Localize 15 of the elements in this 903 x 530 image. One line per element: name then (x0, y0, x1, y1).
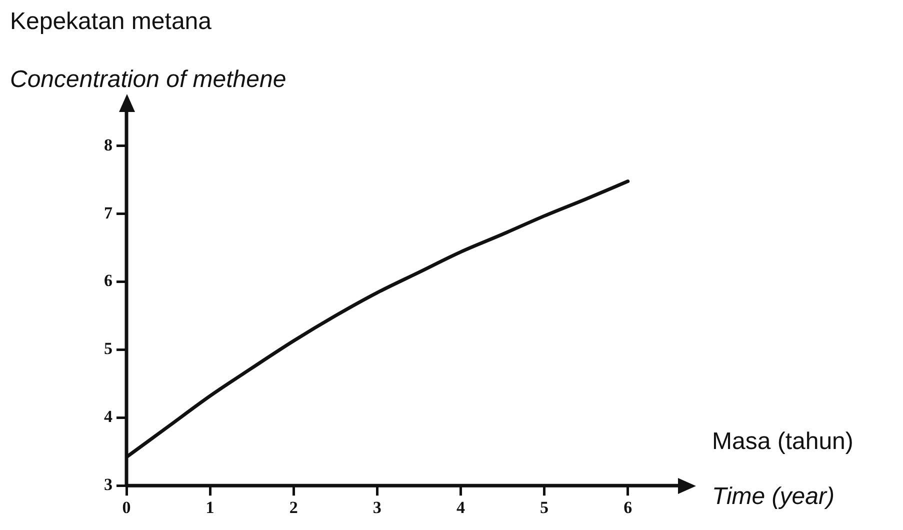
y-tick-label: 3 (104, 474, 112, 494)
y-tick-label: 4 (104, 407, 113, 426)
x-tick-label: 3 (372, 498, 382, 518)
x-axis-title: Masa (tahun) Time (year) (712, 428, 854, 511)
x-tick-label: 5 (540, 498, 549, 518)
text: Kepekatan metana Concentration of methene (10, 8, 286, 93)
x-tick-label: 2 (289, 498, 298, 518)
y-tick-label: 5 (104, 339, 112, 358)
x-tick-label: 6 (624, 498, 632, 518)
x-tick-label: 1 (206, 498, 214, 518)
y-tick-label: 8 (104, 135, 112, 154)
y-tick-label: 6 (104, 271, 112, 290)
x-tick-label: 4 (456, 498, 466, 518)
y-tick-label: 7 (104, 203, 113, 222)
x-tick-label: 0 (122, 498, 131, 518)
